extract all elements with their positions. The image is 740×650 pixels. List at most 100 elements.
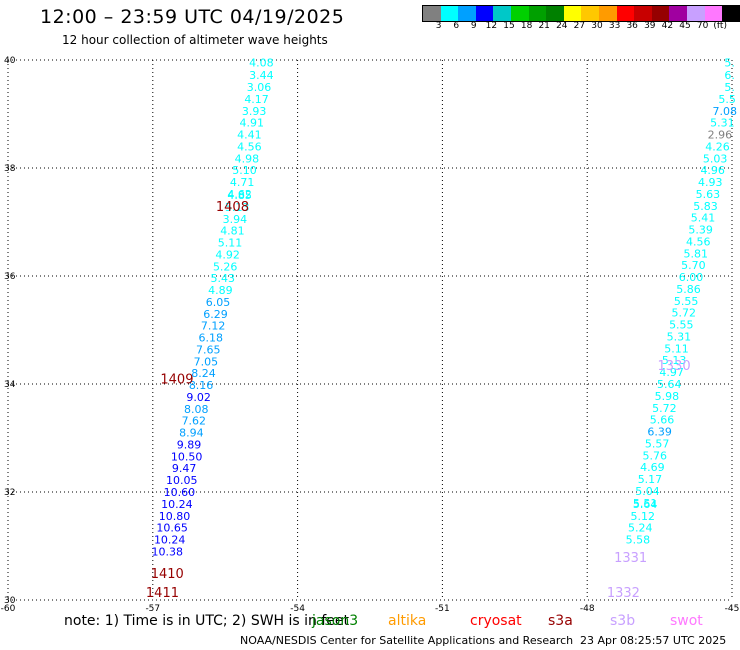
wave-height-label: 4.81 <box>220 225 245 238</box>
legend-label: 30 <box>591 21 603 31</box>
wave-height-label: 5.41 <box>691 212 716 225</box>
wave-height-label: 7.12 <box>201 320 226 333</box>
legend-swatch <box>440 6 459 21</box>
legend-label: 45 <box>679 21 691 31</box>
wave-height-label: 4.26 <box>705 140 730 153</box>
wave-height-label: 2.96 <box>708 129 733 142</box>
wave-height-label: 3.06 <box>247 81 272 94</box>
wave-height-label: 8.08 <box>184 403 209 416</box>
legend-label: 39 <box>644 21 656 31</box>
wave-height-label: 6.18 <box>198 332 223 345</box>
wave-height-label: 4.91 <box>239 117 264 130</box>
legend-swatch <box>722 6 740 21</box>
legend-label: 3 <box>435 21 442 31</box>
satellite-altika: altika <box>388 613 427 629</box>
y-tick-label: 40 <box>4 56 16 66</box>
legend-label: 15 <box>503 21 515 31</box>
footer-note: note: 1) Time is in UTC; 2) SWH is in fe… <box>64 613 350 629</box>
wave-height-label: 5.64 <box>633 498 658 511</box>
wave-height-label: 7.62 <box>182 415 207 428</box>
wave-height-label: 9.02 <box>186 391 211 404</box>
wave-height-label: 5.86 <box>676 283 701 296</box>
wave-height-label: 5.03 <box>703 152 728 165</box>
wave-height-label: 6. <box>724 69 735 82</box>
legend-label: 70 <box>696 21 709 31</box>
wave-height-label: 7.65 <box>196 343 221 356</box>
wave-height-label: 10.38 <box>152 545 184 558</box>
wave-height-label: 10.65 <box>156 522 188 535</box>
wave-height-label: 5. <box>724 57 735 70</box>
wave-height-label: 4.92 <box>215 248 240 261</box>
legend-label: 18 <box>520 21 533 31</box>
wave-height-label: 6.00 <box>679 271 704 284</box>
legend-label: (ft) <box>713 21 727 31</box>
wave-height-label: 5.55 <box>669 319 694 332</box>
track-label: 1330 <box>658 359 691 374</box>
wave-height-label: 4.97 <box>659 366 684 379</box>
wave-height-label: 5.72 <box>671 307 696 320</box>
wave-height-label: 5.66 <box>650 414 675 427</box>
wave-height-label: 5.98 <box>655 390 680 403</box>
legend-label: 42 <box>661 21 674 31</box>
wave-height-label: 4.56 <box>686 235 711 248</box>
wave-height-label: 7.08 <box>713 105 738 118</box>
wave-height-label: 4.93 <box>698 176 723 189</box>
legend-swatch <box>563 6 582 21</box>
satellite-jason3: jason3 <box>312 613 359 629</box>
legend-swatch <box>423 6 441 21</box>
y-tick-label: 32 <box>4 488 15 498</box>
x-tick-label: -48 <box>580 604 595 614</box>
legend-swatch <box>546 6 564 21</box>
wave-height-label: 6.05 <box>206 296 231 309</box>
wave-height-label: 3.94 <box>223 213 248 226</box>
legend-label: 12 <box>485 21 498 31</box>
wave-height-label: 6.39 <box>647 426 672 439</box>
wave-height-label: 5.83 <box>693 200 718 213</box>
wave-height-label: 5.13 <box>662 354 687 367</box>
legend-label: 36 <box>626 21 638 31</box>
wave-height-label: 10.50 <box>171 450 203 463</box>
track-label: 1411 <box>146 586 179 601</box>
satellite-s3b: s3b <box>610 613 636 629</box>
color-scale-labels: 3 6 9 12 15 18 21 24 27 30 33 36 39 42 45 70 (ft) <box>422 21 732 33</box>
chart-subtitle: 12 hour collection of altimeter wave hei… <box>62 33 328 47</box>
legend-swatch <box>704 6 723 21</box>
legend-swatch <box>510 6 529 21</box>
x-tick-label: -57 <box>145 604 160 614</box>
chart-title: 12:00 – 23:59 UTC 04/19/2025 <box>40 6 345 28</box>
satellite-swot: swot <box>670 613 703 629</box>
wave-height-label: 10.24 <box>154 534 186 547</box>
wave-height-label: 5. <box>724 81 735 94</box>
wave-height-label: 5.43 <box>211 272 236 285</box>
wave-height-label: 5.81 <box>684 247 709 260</box>
wave-height-label: 5.31 <box>667 330 692 343</box>
wave-height-label: 5.11 <box>664 342 689 355</box>
wave-height-label: 8.16 <box>189 379 214 392</box>
wave-height-label: 5.57 <box>645 437 670 450</box>
legend-swatch <box>686 6 705 21</box>
legend-swatch <box>528 6 547 21</box>
wave-height-label: 9.47 <box>172 462 197 475</box>
wave-height-label: 7.05 <box>194 355 219 368</box>
legend-swatch <box>475 6 494 21</box>
wave-height-label: 4.56 <box>237 140 262 153</box>
legend-label: 9 <box>470 21 477 31</box>
wave-height-label: 9.89 <box>177 438 202 451</box>
satellite-cryosat: cryosat <box>470 613 522 629</box>
wave-height-label: 5.51 <box>633 497 658 510</box>
legend-swatch <box>651 6 670 21</box>
wave-height-label: 5.76 <box>643 449 668 462</box>
wave-height-label: 4.96 <box>700 164 725 177</box>
wave-height-label: 5.11 <box>218 237 243 250</box>
legend-swatch <box>616 6 635 21</box>
wave-height-label: 10.05 <box>166 474 198 487</box>
wave-height-label: 5.5 <box>718 93 736 106</box>
legend-swatch <box>458 6 476 21</box>
wave-height-label: 4.89 <box>208 284 233 297</box>
satellite-s3a: s3a <box>548 613 573 629</box>
legend-label: 33 <box>608 21 621 31</box>
wave-height-label: 5.26 <box>213 260 238 273</box>
wave-height-label: 6.29 <box>203 308 228 321</box>
track-label: 1410 <box>151 567 184 582</box>
